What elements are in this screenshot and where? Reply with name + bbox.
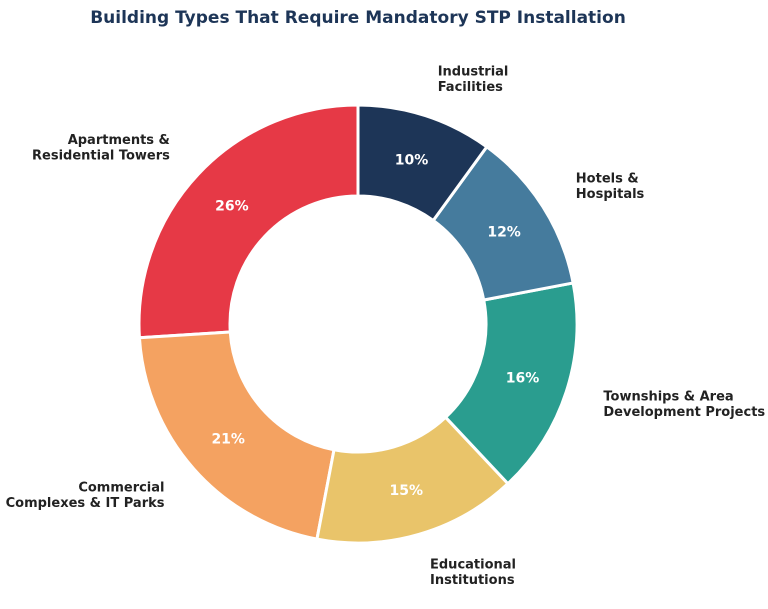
donut-slice: [356, 103, 489, 222]
category-label-line: Educational: [430, 558, 516, 573]
category-label-line: Industrial: [438, 64, 509, 79]
category-label-line: Complexes & IT Parks: [6, 496, 165, 511]
percentage-label: 10%: [395, 153, 429, 169]
category-label-line: Apartments &: [68, 133, 170, 148]
category-labels: Apartments & Residential Towers Commercial…: [6, 64, 766, 588]
category-label-line: Commercial: [78, 480, 164, 495]
category-label-line: Hospitals: [576, 187, 645, 202]
percentage-label: 15%: [390, 483, 424, 499]
category-label: Educational Institutions: [430, 558, 516, 589]
percentage-labels: 26% 21% 15% 16% 12% 10%: [211, 153, 539, 500]
category-label-line: Residential Towers: [32, 149, 170, 164]
category-label-line: Institutions: [430, 573, 515, 588]
percentage-label: 16%: [506, 371, 540, 387]
category-label-line: Hotels &: [576, 172, 639, 187]
donut-slices: [137, 103, 579, 545]
percentage-label: 21%: [211, 431, 245, 447]
category-label: Apartments & Residential Towers: [32, 133, 170, 164]
category-label-line: Facilities: [438, 80, 503, 95]
category-label: Hotels & Hospitals: [576, 172, 645, 203]
category-label: Townships & Area Development Projects: [603, 390, 765, 421]
donut-slice: [137, 103, 360, 340]
category-label-line: Development Projects: [603, 405, 765, 420]
category-label: Industrial Facilities: [438, 64, 509, 95]
category-label-line: Townships & Area: [603, 390, 733, 405]
chart-title: Building Types That Require Mandatory ST…: [90, 8, 626, 28]
donut-slice: [137, 330, 336, 541]
category-label: Commercial Complexes & IT Parks: [6, 480, 165, 511]
percentage-label: 12%: [487, 224, 521, 240]
percentage-label: 26%: [215, 199, 249, 215]
